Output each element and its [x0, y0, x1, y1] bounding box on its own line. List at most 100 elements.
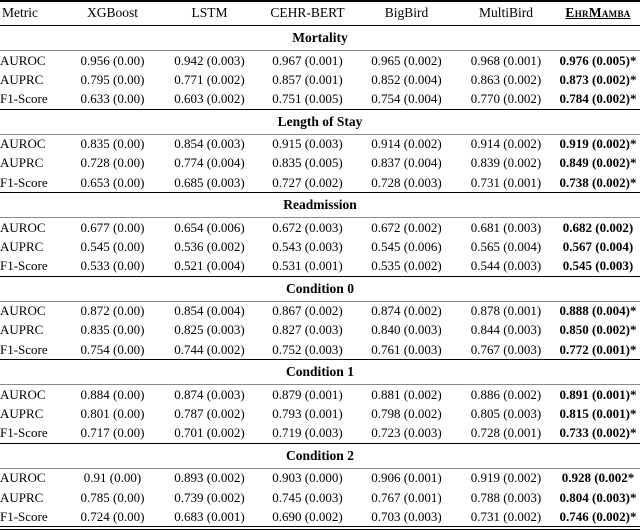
metric-value: 0.906 (0.001)	[371, 470, 442, 486]
metric-label: F1-Score	[0, 258, 48, 274]
column-header-lstm: LSTM	[191, 5, 228, 20]
table-row: AUROC 0.835 (0.00) 0.854 (0.003) 0.915 (0.0…	[0, 134, 640, 154]
metric-value: 0.837 (0.004)	[371, 155, 442, 171]
table-row: AUROC 0.956 (0.00) 0.942 (0.003) 0.967 (0.0…	[0, 51, 640, 71]
section-title-row: Condition 2	[0, 442, 640, 469]
table-row: F1-Score 0.754 (0.00) 0.744 (0.002) 0.752 (…	[0, 340, 640, 360]
column-header-bigbird: BigBird	[384, 5, 429, 20]
table-row: AUPRC 0.785 (0.00) 0.739 (0.002) 0.745 (0.0…	[0, 488, 640, 507]
metric-value: 0.690 (0.002)	[272, 508, 343, 524]
metric-value: 0.874 (0.003)	[174, 386, 245, 402]
metric-value: 0.751 (0.005)	[272, 90, 343, 106]
metric-value: 0.91 (0.00)	[83, 470, 142, 486]
metric-label: F1-Score	[0, 174, 48, 190]
metric-value: 0.533 (0.00)	[80, 258, 145, 274]
metric-value: 0.771 (0.002)	[174, 71, 245, 87]
metric-value: 0.903 (0.000)	[272, 470, 343, 486]
metric-value: 0.535 (0.002)	[371, 258, 442, 274]
metric-value-ehrmamba: 0.682 (0.002)	[562, 219, 634, 235]
metric-value: 0.677 (0.00)	[80, 219, 145, 235]
metric-value: 0.795 (0.00)	[80, 71, 145, 87]
metric-value: 0.787 (0.002)	[174, 406, 245, 422]
metric-value: 0.967 (0.001)	[272, 52, 343, 68]
metric-value: 0.739 (0.002)	[174, 489, 245, 505]
metric-value-ehrmamba: 0.891 (0.001)*	[559, 386, 637, 402]
metric-value: 0.752 (0.003)	[272, 341, 343, 357]
metric-value: 0.728 (0.00)	[80, 155, 145, 171]
table-row: AUPRC 0.835 (0.00) 0.825 (0.003) 0.827 (0.0…	[0, 321, 640, 340]
metric-value: 0.785 (0.00)	[80, 489, 145, 505]
section-title: Mortality	[0, 25, 640, 51]
metric-label: AUPRC	[0, 322, 44, 338]
metric-value: 0.827 (0.003)	[272, 322, 343, 338]
metric-label: AUPRC	[0, 489, 44, 505]
metric-value: 0.565 (0.004)	[470, 238, 542, 254]
metric-value: 0.767 (0.001)	[371, 489, 442, 505]
metric-value-ehrmamba: 0.784 (0.002)*	[559, 90, 637, 106]
metric-label: AUROC	[0, 52, 46, 68]
section-title: Condition 0	[0, 275, 640, 302]
header-row: Metric XGBoost LSTM CEHR-BERT BigBird Mu…	[0, 1, 640, 26]
metric-value: 0.654 (0.006)	[174, 219, 245, 235]
metric-label: F1-Score	[0, 508, 48, 524]
metric-value: 0.544 (0.003)	[470, 258, 542, 274]
metric-value: 0.915 (0.003)	[272, 136, 343, 152]
metric-value: 0.754 (0.004)	[371, 90, 442, 106]
table-row: F1-Score 0.653 (0.00) 0.685 (0.003) 0.727 (…	[0, 173, 640, 193]
table-row: AUPRC 0.728 (0.00) 0.774 (0.004) 0.835 (0.0…	[0, 154, 640, 173]
metric-value: 0.968 (0.001)	[470, 52, 542, 68]
column-header-cehr-bert: CEHR-BERT	[270, 5, 345, 20]
metric-label: AUROC	[0, 386, 46, 402]
metric-value-ehrmamba: 0.873 (0.002)*	[559, 71, 637, 87]
metric-label: AUPRC	[0, 155, 44, 171]
metric-value-ehrmamba: 0.850 (0.002)*	[559, 322, 637, 338]
metric-label: AUPRC	[0, 238, 44, 254]
table-row: AUPRC 0.795 (0.00) 0.771 (0.002) 0.857 (0.0…	[0, 70, 640, 89]
metric-value-ehrmamba: 0.976 (0.005)*	[559, 52, 637, 68]
metric-value: 0.825 (0.003)	[174, 322, 245, 338]
metric-value: 0.701 (0.002)	[174, 425, 245, 441]
section-title: Condition 2	[0, 442, 640, 469]
metric-value: 0.942 (0.003)	[174, 52, 245, 68]
metric-value: 0.798 (0.002)	[371, 406, 442, 422]
metric-value: 0.683 (0.001)	[174, 508, 245, 524]
metric-value: 0.835 (0.00)	[80, 136, 145, 152]
metric-value: 0.914 (0.002)	[470, 136, 542, 152]
metric-value: 0.835 (0.005)	[272, 155, 343, 171]
metric-value: 0.531 (0.001)	[272, 258, 343, 274]
metric-value: 0.956 (0.00)	[80, 52, 145, 68]
metric-value: 0.874 (0.002)	[371, 303, 442, 319]
table-row: AUPRC 0.545 (0.00) 0.536 (0.002) 0.543 (0.0…	[0, 237, 640, 256]
table-row: AUPRC 0.801 (0.00) 0.787 (0.002) 0.793 (0.0…	[0, 404, 640, 423]
metric-value: 0.914 (0.002)	[371, 136, 442, 152]
metric-value: 0.839 (0.002)	[470, 155, 542, 171]
metric-value: 0.703 (0.003)	[371, 508, 442, 524]
column-header-multibird: MultiBird	[478, 5, 533, 20]
section-title-row: Mortality	[0, 25, 640, 51]
metric-value: 0.881 (0.002)	[371, 386, 442, 402]
metric-value: 0.770 (0.002)	[470, 90, 542, 106]
column-header-metric: Metric	[2, 5, 38, 20]
metric-value: 0.723 (0.003)	[371, 425, 442, 441]
table-row: F1-Score 0.717 (0.00) 0.701 (0.002) 0.719 (…	[0, 424, 640, 444]
metric-value-ehrmamba: 0.746 (0.002)*	[559, 508, 637, 524]
metric-value: 0.884 (0.00)	[80, 386, 145, 402]
metric-value: 0.844 (0.003)	[470, 322, 542, 338]
metric-value: 0.801 (0.00)	[80, 406, 145, 422]
metric-value: 0.545 (0.006)	[371, 238, 442, 254]
metric-label: F1-Score	[0, 425, 48, 441]
metric-value: 0.744 (0.002)	[174, 341, 245, 357]
metric-label: AUPRC	[0, 406, 44, 422]
metric-value-ehrmamba: 0.738 (0.002)*	[559, 174, 637, 190]
metric-value: 0.728 (0.003)	[371, 174, 442, 190]
metric-value: 0.774 (0.004)	[174, 155, 245, 171]
metric-label: AUROC	[0, 219, 46, 235]
metric-value: 0.681 (0.003)	[470, 219, 542, 235]
column-header-xgboost: XGBoost	[86, 5, 138, 20]
metric-value-ehrmamba: 0.804 (0.003)*	[559, 489, 637, 505]
metric-value: 0.863 (0.002)	[470, 71, 542, 87]
metric-value: 0.727 (0.002)	[272, 174, 343, 190]
metric-value: 0.857 (0.001)	[272, 71, 343, 87]
section-title: Length of Stay	[0, 108, 640, 135]
